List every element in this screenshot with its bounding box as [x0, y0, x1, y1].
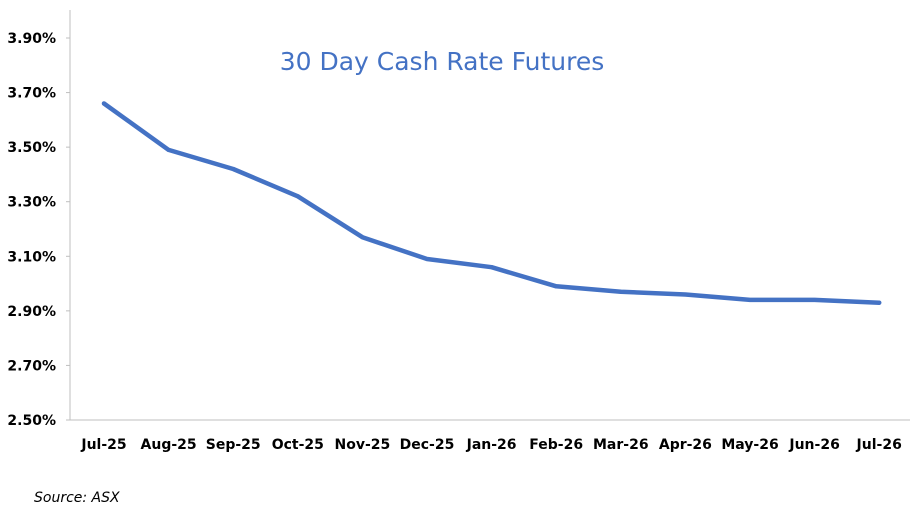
x-tick-label: May-26	[721, 437, 778, 453]
data-point	[231, 166, 236, 171]
data-point	[102, 101, 106, 106]
series-line	[101, 101, 882, 305]
x-tick-label: Nov-25	[335, 437, 391, 453]
x-tick-label: Oct-25	[272, 437, 324, 453]
y-tick-label: 2.90%	[7, 304, 56, 320]
data-point	[748, 297, 752, 302]
x-tick-label: Jan-26	[466, 437, 517, 453]
data-point	[618, 289, 623, 294]
data-point	[554, 284, 559, 289]
series-layer	[101, 101, 882, 305]
data-point	[295, 194, 300, 199]
x-tick-label: Jul-26	[856, 437, 902, 453]
data-point	[425, 257, 429, 262]
y-tick-label: 3.10%	[7, 249, 56, 265]
data-point	[360, 235, 365, 240]
chart-title: 30 Day Cash Rate Futures	[280, 47, 605, 76]
y-axis-ticks: 2.50% 2.70% 2.90% 3.10% 3.30% 3.50% 3.70% 3.90%	[7, 31, 70, 429]
x-tick-label: Apr-26	[659, 437, 712, 453]
y-tick-label: 2.70%	[7, 358, 56, 374]
data-point	[489, 265, 494, 270]
x-tick-label: Dec-25	[400, 437, 455, 453]
y-tick-label: 3.50%	[7, 140, 56, 156]
x-tick-label: Feb-26	[529, 437, 583, 453]
data-point	[877, 300, 882, 305]
data-point	[812, 297, 817, 302]
y-tick-label: 3.70%	[7, 86, 56, 102]
y-tick-label: 2.50%	[7, 413, 56, 429]
x-tick-label: Jun-26	[788, 437, 839, 453]
y-tick-label: 3.30%	[7, 195, 56, 211]
x-axis-ticks: Jul-25 Aug-25 Sep-25 Oct-25 Nov-25 Dec-25 Jan-…	[80, 437, 901, 453]
data-point	[166, 147, 171, 152]
x-tick-label: Aug-25	[141, 437, 197, 453]
x-tick-label: Mar-26	[593, 437, 649, 453]
x-tick-label: Jul-25	[80, 437, 126, 453]
x-tick-label: Sep-25	[206, 437, 261, 453]
data-point	[683, 292, 688, 297]
y-tick-label: 3.90%	[7, 31, 56, 47]
source-note: Source: ASX	[34, 490, 120, 506]
